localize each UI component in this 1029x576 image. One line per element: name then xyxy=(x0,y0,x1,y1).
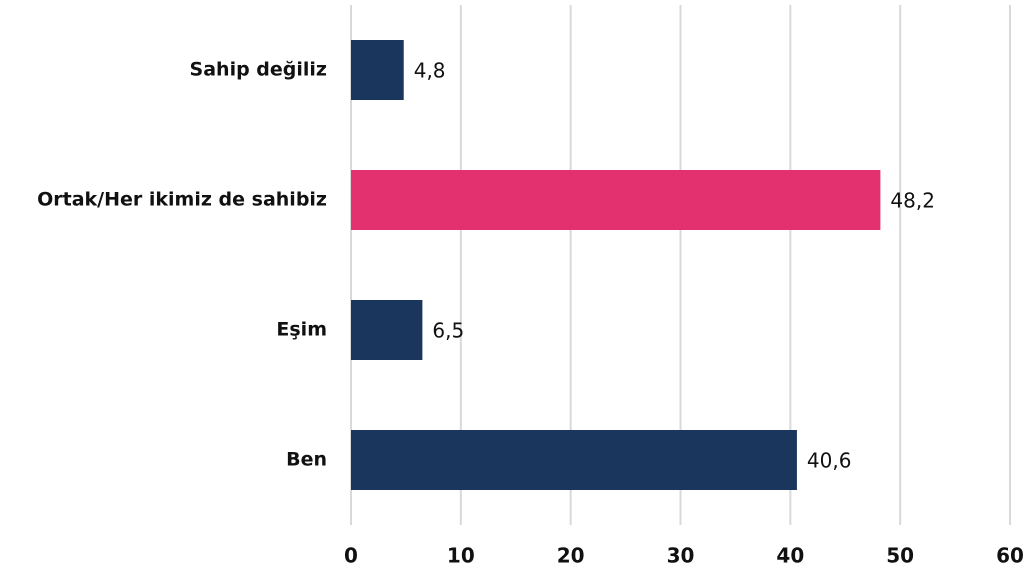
value-label: 40,6 xyxy=(807,449,852,473)
bar xyxy=(351,170,881,230)
x-tick-label: 60 xyxy=(996,544,1024,568)
bar xyxy=(351,300,423,360)
value-label: 4,8 xyxy=(414,59,446,83)
y-tick-label: Ben xyxy=(286,449,327,471)
bar xyxy=(351,430,797,490)
value-label: 6,5 xyxy=(432,319,464,343)
x-tick-label: 30 xyxy=(667,544,695,568)
y-tick-label: Sahip değiliz xyxy=(190,59,327,81)
x-tick-label: 40 xyxy=(776,544,804,568)
bar xyxy=(351,40,404,100)
x-tick-label: 10 xyxy=(447,544,475,568)
x-tick-label: 20 xyxy=(557,544,585,568)
y-tick-label: Eşim xyxy=(276,319,327,341)
value-label: 48,2 xyxy=(890,189,935,213)
x-tick-label: 50 xyxy=(886,544,914,568)
x-tick-label: 0 xyxy=(344,544,358,568)
y-tick-label: Ortak/Her ikimiz de sahibiz xyxy=(37,189,327,211)
